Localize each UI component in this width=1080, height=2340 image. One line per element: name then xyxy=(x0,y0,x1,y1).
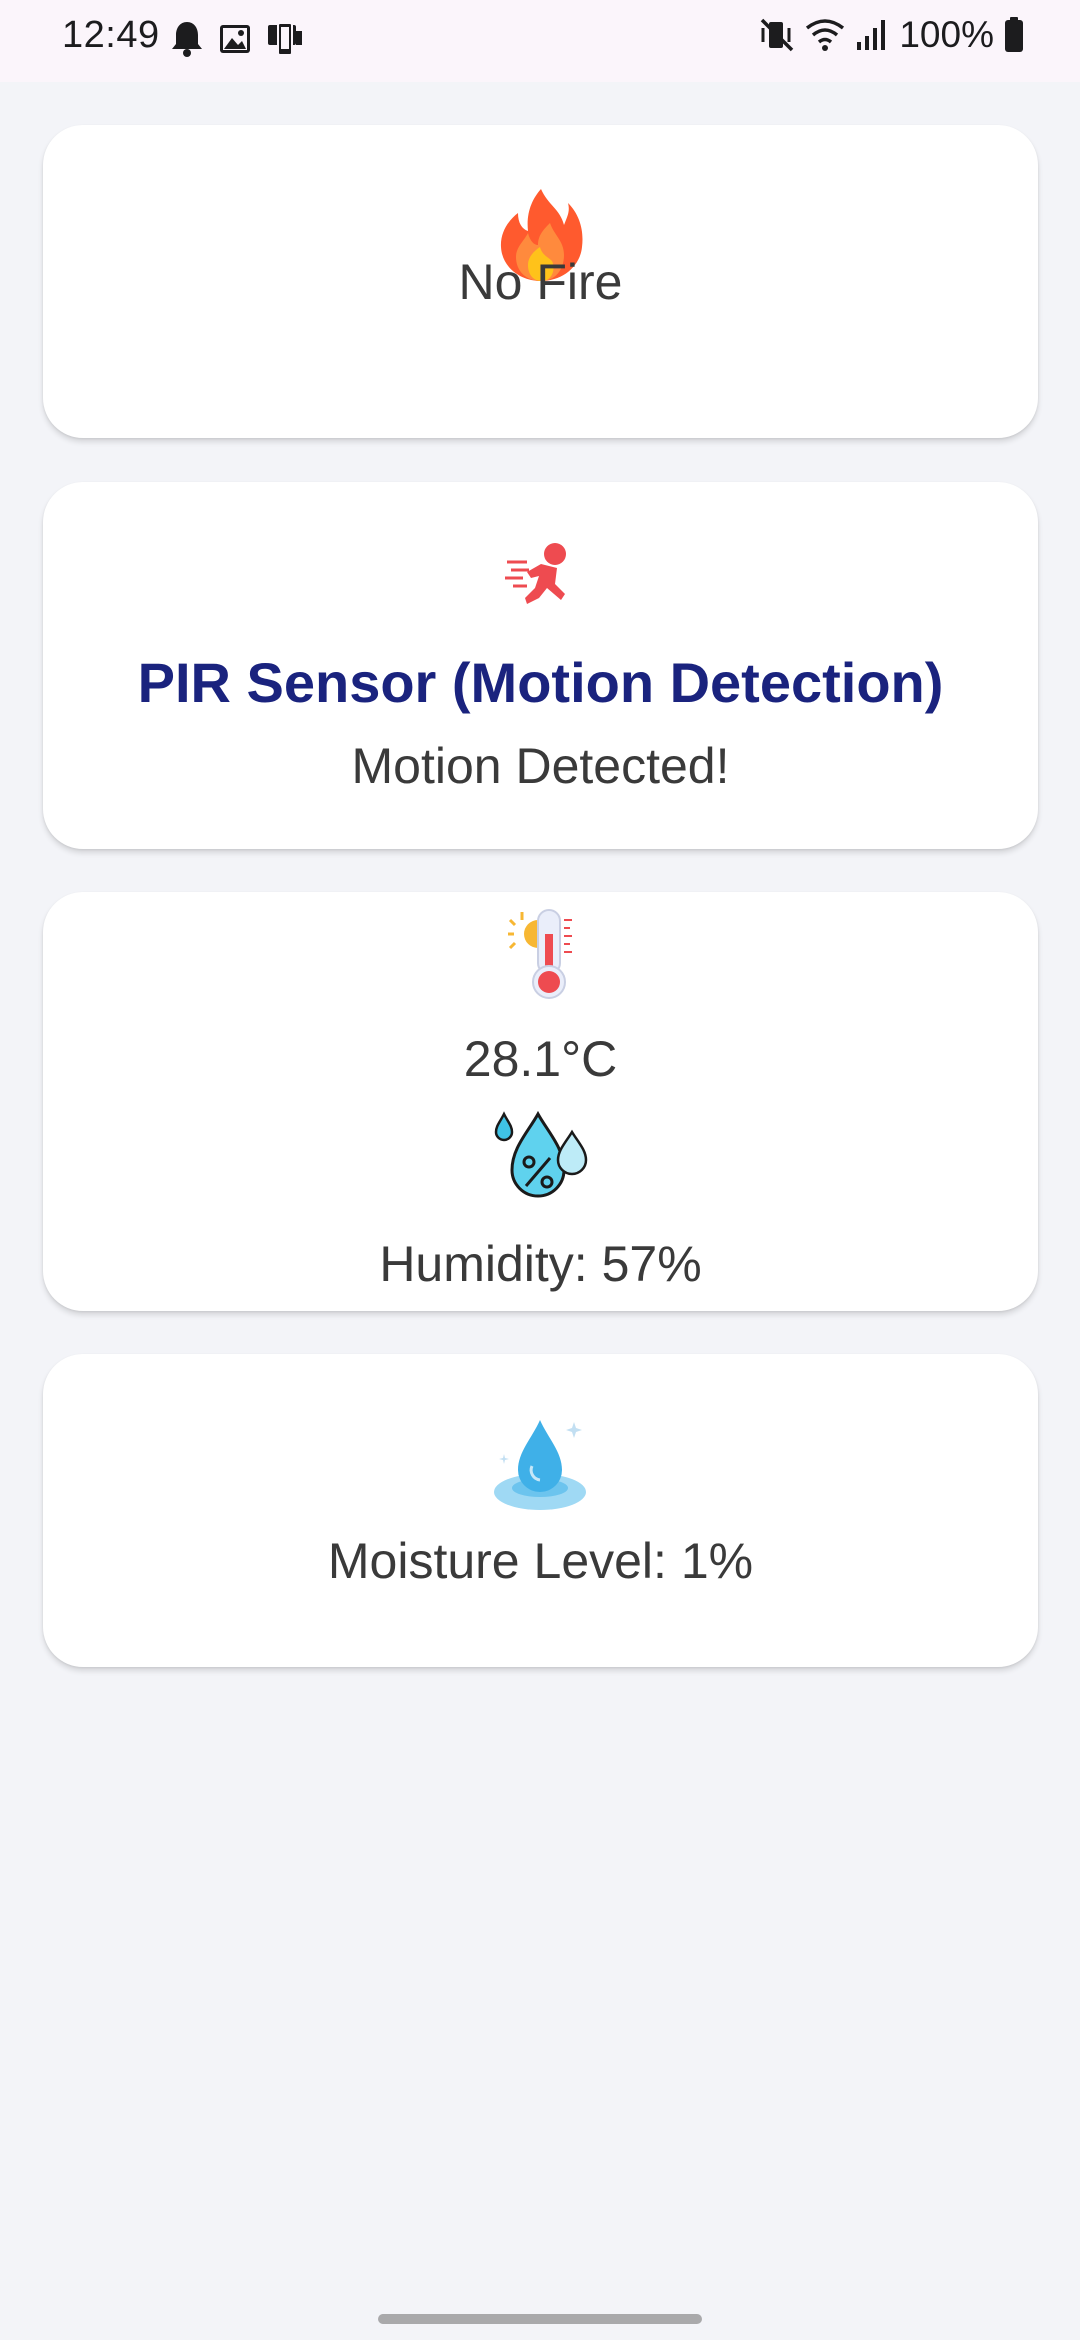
status-system-icons: 100% xyxy=(759,14,1024,56)
vibrate-mute-icon xyxy=(761,18,794,52)
fire-icon xyxy=(500,189,582,281)
moisture-sensor-card: Moisture Level: 1% xyxy=(43,1354,1038,1667)
running-person-icon xyxy=(504,543,566,604)
thermometer-sun-icon xyxy=(507,909,572,999)
pir-sensor-card: PIR Sensor (Motion Detection) Motion Det… xyxy=(43,482,1038,849)
battery-percentage: 100% xyxy=(899,14,994,55)
fire-status: No Fire xyxy=(458,254,623,310)
signal-icon xyxy=(857,20,886,50)
device-icon xyxy=(268,22,302,56)
pir-status: Motion Detected! xyxy=(351,738,730,794)
climate-card: 28.1°C Humidity: 57% xyxy=(43,892,1038,1311)
fire-sensor-card: No Fire xyxy=(43,125,1038,438)
status-bar: 12:49 xyxy=(0,0,1080,82)
bell-icon xyxy=(172,22,202,57)
humidity-drops-icon xyxy=(494,1110,587,1198)
home-indicator[interactable] xyxy=(378,2314,702,2324)
pir-title: PIR Sensor (Motion Detection) xyxy=(137,651,944,714)
image-icon xyxy=(220,25,250,53)
wifi-icon xyxy=(806,19,845,51)
humidity-value: Humidity: 57% xyxy=(379,1236,702,1292)
moisture-level: Moisture Level: 1% xyxy=(327,1533,754,1589)
water-drop-icon xyxy=(493,1420,586,1510)
status-time: 12:49 xyxy=(62,14,160,56)
temperature-value: 28.1°C xyxy=(463,1031,618,1087)
battery-icon xyxy=(1005,17,1023,52)
status-notification-icons xyxy=(170,20,304,58)
